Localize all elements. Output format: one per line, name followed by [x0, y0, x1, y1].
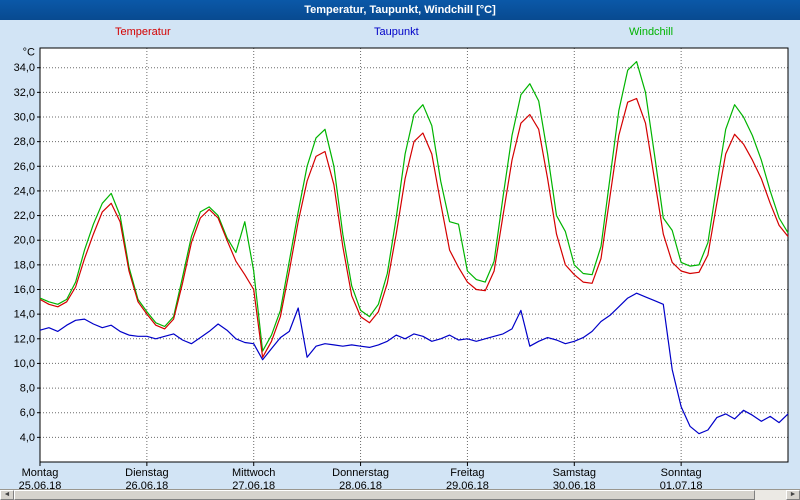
- chart-legend: Temperatur Taupunkt Windchill: [0, 26, 800, 40]
- scrollbar-thumb[interactable]: [14, 490, 756, 500]
- scroll-left-icon[interactable]: ◄: [0, 490, 14, 500]
- x-day-label: Montag: [22, 467, 59, 479]
- y-tick-label: 14,0: [14, 309, 35, 321]
- plot-border: [39, 47, 789, 463]
- y-tick-label: 10,0: [14, 358, 35, 370]
- y-tick-label: 12,0: [14, 333, 35, 345]
- y-tick-label: 32,0: [14, 87, 35, 99]
- x-date-label: 29.06.18: [446, 480, 489, 490]
- y-tick-label: 6,0: [20, 407, 35, 419]
- window-title: Temperatur, Taupunkt, Windchill [°C]: [304, 4, 496, 16]
- y-tick-label: 28,0: [14, 136, 35, 148]
- y-tick-label: 16,0: [14, 284, 35, 296]
- x-day-label: Freitag: [450, 467, 484, 479]
- x-date-label: 01.07.18: [660, 480, 703, 490]
- x-date-label: 30.06.18: [553, 480, 596, 490]
- series-line-taupunkt: [39, 292, 789, 435]
- x-day-label: Samstag: [553, 467, 596, 479]
- y-tick-label: 34,0: [14, 62, 35, 74]
- y-tick-label: 22,0: [14, 210, 35, 222]
- chart-plot-area: 4,0 6,0 8,0 10,0 12,0 14,0 16,0 18,0 20,0 22,0 24,…: [14, 47, 789, 490]
- y-tick-label: 4,0: [20, 432, 35, 444]
- legend-taupunkt-label: Taupunkt: [374, 26, 419, 38]
- y-tick-label: 20,0: [14, 235, 35, 247]
- y-tick-label: 30,0: [14, 112, 35, 124]
- x-date-label: 25.06.18: [19, 480, 62, 490]
- y-axis-unit-label: °C: [23, 47, 35, 59]
- x-date-label: 27.06.18: [232, 480, 275, 490]
- x-day-label: Donnerstag: [332, 467, 389, 479]
- x-day-label: Dienstag: [125, 467, 168, 479]
- x-day-label: Sonntag: [661, 467, 702, 479]
- scrollbar-track[interactable]: [14, 490, 786, 500]
- horizontal-scrollbar[interactable]: ◄ ►: [0, 489, 800, 500]
- y-tick-label: 24,0: [14, 185, 35, 197]
- x-date-label: 28.06.18: [339, 480, 382, 490]
- x-day-label: Mittwoch: [232, 467, 275, 479]
- window-titlebar: Temperatur, Taupunkt, Windchill [°C]: [0, 0, 800, 20]
- legend-windchill-label: Windchill: [629, 26, 674, 38]
- y-tick-label: 8,0: [20, 383, 35, 395]
- y-tick-label: 18,0: [14, 259, 35, 271]
- series-line-temperatur: [39, 97, 789, 358]
- x-date-label: 26.06.18: [125, 480, 168, 490]
- plot-background: [40, 48, 788, 462]
- series-line-windchill: [39, 60, 789, 352]
- y-tick-label: 26,0: [14, 161, 35, 173]
- legend-temperatur-label: Temperatur: [115, 26, 171, 38]
- scroll-right-icon[interactable]: ►: [786, 490, 800, 500]
